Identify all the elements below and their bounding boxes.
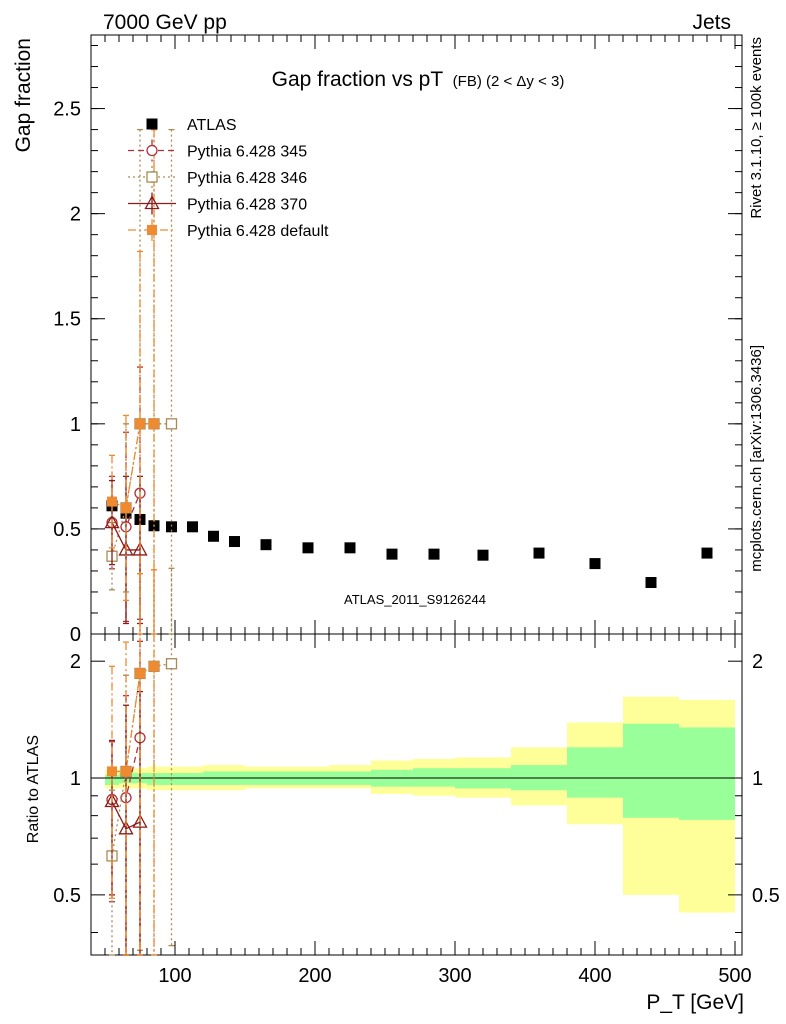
band-inner-bin xyxy=(567,747,623,798)
ratio-point-pdefault xyxy=(107,766,117,777)
main-series-p346 xyxy=(106,128,178,635)
main-point-atlas xyxy=(428,548,440,560)
ratio-data-points xyxy=(104,567,178,956)
ratio-point-pdefault xyxy=(121,766,131,777)
ratio-tick-label-left: 0.5 xyxy=(53,885,81,907)
main-point-atlas xyxy=(166,521,177,533)
x-tick-label: 400 xyxy=(578,965,611,987)
ratio-series-p346 xyxy=(106,567,178,956)
band-inner-bin xyxy=(182,773,203,785)
main-point-pdefault xyxy=(121,502,131,513)
band-inner-bin xyxy=(623,723,679,818)
main-point-pdefault xyxy=(107,496,117,507)
main-point-atlas xyxy=(229,536,240,548)
main-point-atlas xyxy=(208,530,219,542)
plot-title-main: Gap fraction vs pT xyxy=(272,68,444,91)
ratio-panel-frame xyxy=(90,633,743,956)
y-tick-label: 1.5 xyxy=(53,309,81,331)
ratio-tick-label-right: 0.5 xyxy=(752,885,780,907)
main-y-axis-label: Gap fraction xyxy=(12,38,35,152)
ratio-line-p346 xyxy=(111,663,172,857)
y-tick-label: 1 xyxy=(70,414,81,436)
main-point-atlas xyxy=(344,542,356,554)
legend-marker-p370 xyxy=(144,195,160,210)
legend-marker-pdefault xyxy=(147,225,157,235)
main-point-atlas xyxy=(533,547,545,559)
main-point-atlas xyxy=(645,577,657,589)
main-point-atlas xyxy=(701,547,713,559)
ratio-point-p370 xyxy=(118,820,134,835)
ratio-tick-label-left: 2 xyxy=(70,651,81,673)
band-inner-bin xyxy=(679,727,735,820)
y-tick-label: 2 xyxy=(70,204,81,226)
main-line-pdefault xyxy=(111,423,154,509)
y-tick-label: 0 xyxy=(70,624,81,646)
main-point-pdefault xyxy=(135,418,145,429)
ratio-series-pdefault xyxy=(107,569,159,956)
y-tick-label: 2.5 xyxy=(53,99,81,121)
energy-label: 7000 GeV pp xyxy=(103,11,227,34)
main-point-p370 xyxy=(132,541,148,556)
ratio-y-axis-label: Ratio to ATLAS xyxy=(25,735,42,843)
ratio-point-pdefault xyxy=(149,661,159,672)
main-point-atlas xyxy=(260,539,272,551)
legend-label-p370: Pythia 6.428 370 xyxy=(187,197,307,214)
site-label: mcplots.cern.ch [arXiv:1306.3436] xyxy=(748,345,765,572)
ratio-line-pdefault xyxy=(112,665,155,773)
x-axis-label: P_T [GeV] xyxy=(646,991,744,1014)
ratio-tick-label-right: 1 xyxy=(752,768,763,790)
main-point-p346 xyxy=(165,418,178,430)
main-point-atlas xyxy=(386,548,398,560)
ratio-tick-label-right: 2 xyxy=(752,651,763,673)
x-tick-label: 300 xyxy=(438,965,471,987)
legend-label-p345: Pythia 6.428 345 xyxy=(187,144,307,161)
axis-ticks: 0 0.5 1 1.5 2 2.5 0.5 0.5 1 1 2 2 100 200 300 400 500 xyxy=(53,35,780,987)
legend-marker-p346 xyxy=(146,171,158,183)
analysis-id: ATLAS_2011_S9126244 xyxy=(344,592,486,607)
main-point-p370 xyxy=(104,514,120,529)
rivet-label: Rivet 3.1.10, ≥ 100k events xyxy=(748,37,765,219)
x-tick-label: 200 xyxy=(298,965,331,987)
y-tick-label: 0.5 xyxy=(53,519,81,541)
main-series-atlas xyxy=(106,500,713,589)
legend-marker-atlas xyxy=(146,118,158,130)
x-tick-label: 100 xyxy=(158,965,191,987)
legend-label-p346: Pythia 6.428 346 xyxy=(187,170,307,187)
main-point-atlas xyxy=(187,521,198,533)
x-axis-label-text: P_T [GeV] xyxy=(646,991,744,1014)
plot-title-sub: (FB) (2 < Δy < 3) xyxy=(453,73,565,90)
band-inner-bin xyxy=(413,768,455,787)
main-series-pdefault xyxy=(107,128,159,635)
ratio-uncertainty-bands xyxy=(91,696,742,913)
main-data-points xyxy=(104,128,713,635)
legend-marker-p345 xyxy=(146,144,158,157)
legend: ATLAS Pythia 6.428 345 Pythia 6.428 346 Pyt… xyxy=(128,117,329,241)
process-label: Jets xyxy=(692,11,731,34)
ratio-point-p370 xyxy=(132,813,148,828)
ratio-tick-label-left: 1 xyxy=(70,768,81,790)
ratio-point-pdefault xyxy=(135,668,145,679)
plot-title: Gap fraction vs pT (FB) (2 < Δy < 3) xyxy=(272,68,565,91)
main-point-atlas xyxy=(477,549,489,561)
ratio-point-p346 xyxy=(165,658,178,670)
x-tick-label: 500 xyxy=(718,965,751,987)
main-point-atlas xyxy=(302,542,314,554)
main-point-pdefault xyxy=(149,418,159,429)
legend-label-atlas: ATLAS xyxy=(187,117,237,134)
legend-label-pdefault: Pythia 6.428 default xyxy=(187,223,329,240)
main-point-atlas xyxy=(589,558,601,570)
